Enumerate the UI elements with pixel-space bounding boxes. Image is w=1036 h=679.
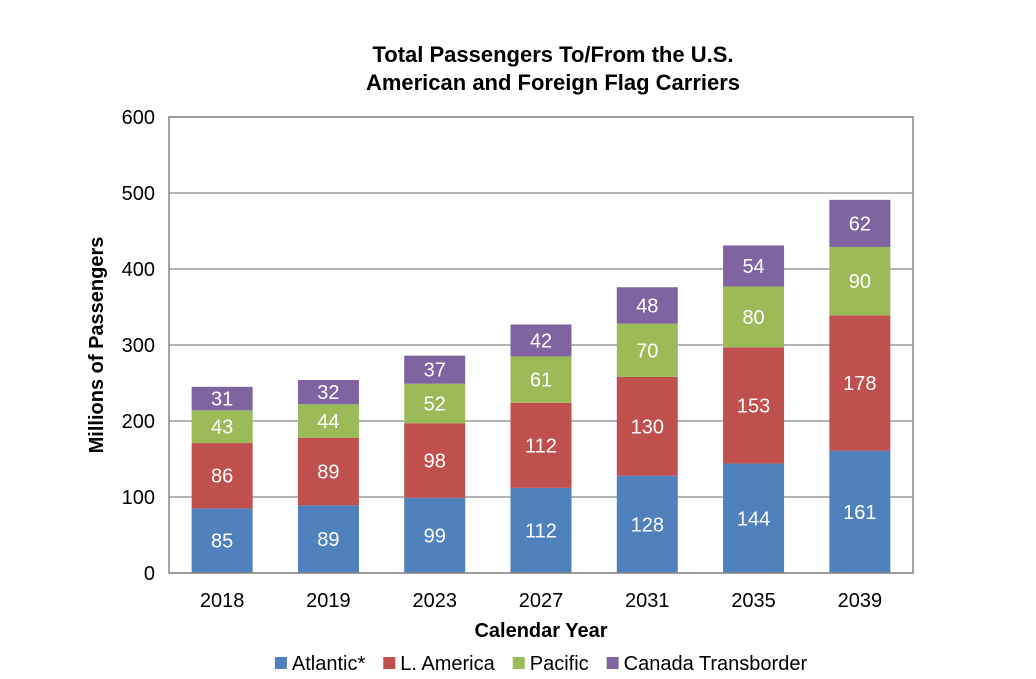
- data-label: 89: [317, 462, 339, 484]
- data-label: 130: [631, 416, 664, 438]
- x-tick-label: 2027: [519, 590, 564, 612]
- data-label: 112: [525, 520, 557, 542]
- bar-segment: [723, 286, 785, 348]
- y-tick-label: 400: [122, 259, 155, 281]
- bar-segment: [297, 404, 359, 438]
- y-tick-label: 300: [122, 335, 155, 357]
- plot-area-border: [168, 116, 914, 574]
- bar-segment: [191, 508, 253, 573]
- bar-segment: [404, 355, 466, 384]
- bar-segment: [510, 487, 572, 573]
- bar-segment: [829, 199, 891, 247]
- data-label: 32: [317, 382, 339, 404]
- data-label: 52: [424, 394, 446, 416]
- y-tick-label: 0: [144, 563, 155, 585]
- x-tick-label: 2031: [625, 590, 670, 612]
- data-label: 44: [317, 411, 339, 433]
- y-tick-labels: 0 100 200 300 400 500 600: [122, 107, 155, 585]
- data-label: 90: [849, 271, 871, 293]
- bar-segment: [297, 437, 359, 506]
- y-axis-title: Millions of Passengers: [86, 237, 108, 454]
- chart-title-line-1: Total Passengers To/From the U.S.: [372, 42, 733, 67]
- data-label: 86: [211, 466, 233, 488]
- data-label: 98: [424, 451, 446, 473]
- data-label: 70: [636, 340, 658, 362]
- data-label: 99: [424, 525, 446, 547]
- bar-segment: [723, 463, 785, 573]
- x-tick-label: 2023: [412, 590, 457, 612]
- bar-segment: [616, 376, 678, 476]
- legend-label: Canada Transborder: [624, 653, 808, 675]
- data-label: 153: [737, 395, 770, 417]
- data-label: 48: [636, 295, 658, 317]
- legend-swatch: [512, 657, 525, 669]
- bar-segment: [723, 347, 785, 464]
- bar-segment: [829, 450, 891, 573]
- bar-segment: [510, 402, 572, 488]
- bars: 85 86 43 31 89 89 44 32 99 98 52 37 112 112 61 42 128 130…: [191, 199, 891, 573]
- bar-segment: [404, 423, 466, 498]
- x-tick-labels: 2018 2019 2023 2027 2031 2035 2039: [200, 590, 882, 612]
- bar-segment: [297, 505, 359, 573]
- data-label: 128: [631, 514, 664, 536]
- bar-segment: [510, 356, 572, 403]
- bar-segment: [616, 287, 678, 324]
- data-label: 54: [742, 256, 764, 278]
- data-label: 85: [211, 531, 233, 553]
- legend: Atlantic* L. America Pacific Canada Transbo…: [274, 653, 808, 675]
- bar-segment: [829, 246, 891, 316]
- chart-title-line-2: American and Foreign Flag Carriers: [366, 70, 740, 95]
- legend-swatch: [274, 657, 287, 669]
- bar-segment: [829, 315, 891, 451]
- bar-segment: [723, 245, 785, 287]
- x-tick-label: 2019: [306, 590, 351, 612]
- bar-segment: [191, 443, 253, 509]
- data-label: 42: [530, 330, 552, 352]
- legend-swatch: [606, 657, 619, 669]
- bar-segment: [616, 323, 678, 377]
- data-label: 43: [211, 417, 233, 439]
- data-label: 89: [317, 529, 339, 551]
- data-label: 144: [737, 508, 770, 530]
- bar-segment: [510, 324, 572, 357]
- legend-label: Atlantic*: [292, 653, 366, 675]
- data-label: 178: [843, 373, 876, 395]
- bar-segment: [616, 475, 678, 573]
- data-label: 37: [424, 360, 446, 382]
- bar-segment: [404, 497, 466, 573]
- data-label: 112: [525, 435, 557, 457]
- data-label: 62: [849, 213, 871, 235]
- y-tick-label: 600: [122, 107, 155, 129]
- legend-label: Pacific: [530, 653, 589, 675]
- x-tick-label: 2035: [731, 590, 776, 612]
- bar-segment: [404, 383, 466, 424]
- x-tick-label: 2018: [200, 590, 245, 612]
- x-tick-label: 2039: [838, 590, 883, 612]
- data-label: 31: [211, 389, 233, 411]
- bar-segment: [191, 386, 253, 411]
- y-tick-label: 100: [122, 487, 155, 509]
- y-tick-label: 500: [122, 183, 155, 205]
- legend-swatch: [383, 657, 396, 669]
- bar-segment: [297, 379, 359, 405]
- data-label: 61: [530, 370, 552, 392]
- legend-label: L. America: [400, 653, 495, 675]
- y-tick-label: 200: [122, 411, 155, 433]
- data-label: 80: [742, 307, 764, 329]
- bar-segment: [191, 410, 253, 444]
- data-label: 161: [843, 502, 876, 524]
- x-axis-title: Calendar Year: [474, 620, 607, 642]
